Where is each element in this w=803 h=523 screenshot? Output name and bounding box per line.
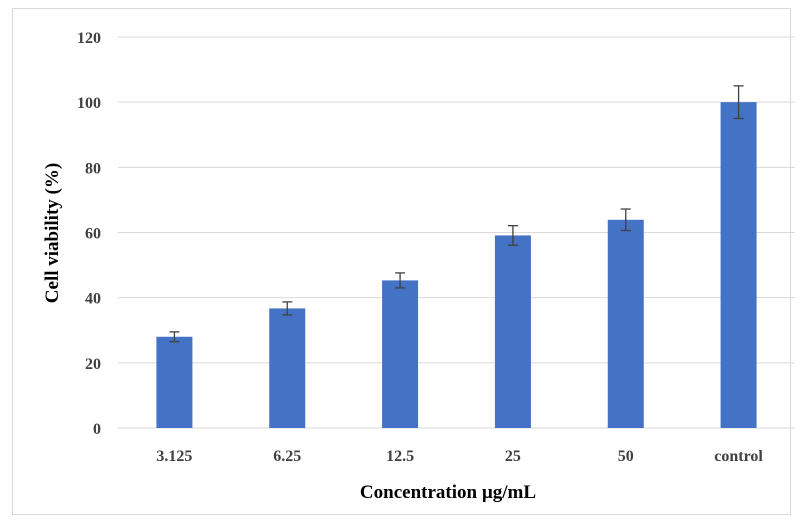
y-tick-label: 100	[77, 95, 101, 112]
bar	[382, 280, 419, 428]
y-tick-label: 60	[85, 226, 101, 243]
error-bar	[733, 85, 744, 120]
bar	[494, 235, 531, 428]
x-axis-ticks: 3.125 6.25 12.5 25 50 control	[156, 448, 763, 465]
x-tick-label: control	[714, 448, 763, 465]
error-bar	[620, 208, 631, 232]
x-tick-label: 25	[505, 448, 521, 465]
chart-frame	[12, 8, 791, 515]
x-tick-label: 6.25	[273, 448, 301, 465]
y-tick-label: 120	[77, 30, 101, 47]
gridlines	[118, 36, 795, 429]
bar	[720, 102, 757, 429]
y-tick-label: 0	[93, 421, 101, 438]
x-tick-label: 50	[618, 448, 634, 465]
bar	[607, 219, 644, 428]
error-bars	[169, 85, 744, 343]
y-axis-title: Cell viability (%)	[42, 163, 63, 303]
error-bar	[169, 331, 180, 343]
x-tick-label: 12.5	[386, 448, 414, 465]
y-tick-label: 20	[85, 356, 101, 373]
y-tick-label: 80	[85, 160, 101, 177]
y-tick-label: 40	[85, 291, 101, 308]
bar	[269, 308, 306, 428]
error-bar	[282, 301, 293, 316]
bar	[156, 336, 193, 428]
error-bar	[507, 225, 518, 246]
error-bar	[395, 272, 406, 289]
y-axis-ticks: 0 20 40 60 80 100 120	[77, 30, 101, 438]
x-tick-label: 3.125	[156, 448, 192, 465]
bars	[156, 102, 757, 429]
x-axis-title: Concentration µg/mL	[360, 482, 536, 503]
